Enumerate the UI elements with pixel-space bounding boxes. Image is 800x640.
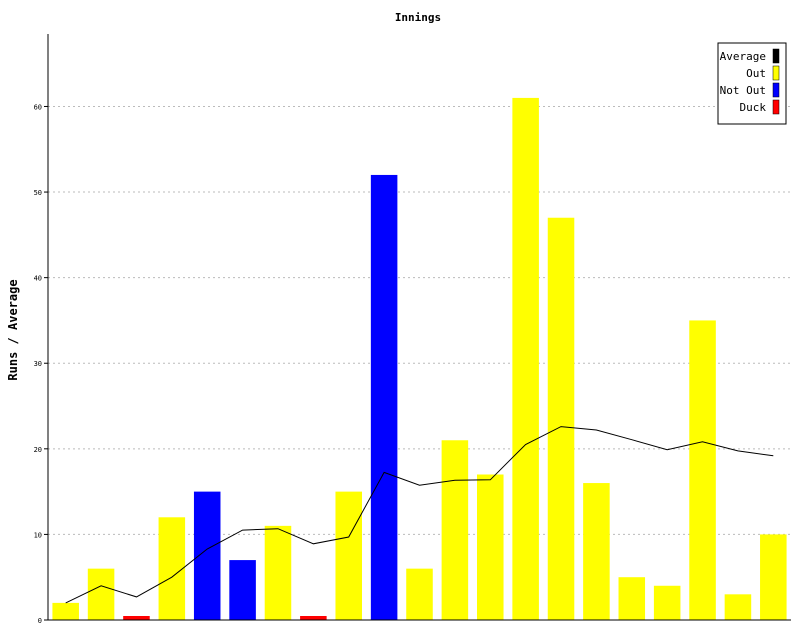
bar-20	[724, 594, 752, 620]
bar-6	[229, 560, 256, 620]
legend-swatch	[772, 65, 780, 81]
legend-swatch	[772, 99, 780, 115]
legend-label: Duck	[740, 101, 767, 114]
y-tick-label: 50	[34, 189, 42, 197]
bar-14	[512, 97, 539, 621]
bar-7	[264, 525, 292, 620]
bar-18	[653, 585, 681, 620]
y-tick-label: 40	[34, 275, 42, 283]
bar-4	[158, 517, 186, 620]
legend-label: Out	[746, 67, 766, 80]
bar-19	[689, 320, 716, 620]
bar-1	[52, 602, 79, 620]
legend-swatch	[772, 48, 780, 64]
bar-11	[406, 568, 433, 620]
legend-label: Not Out	[720, 84, 766, 97]
bar-21	[760, 534, 787, 620]
y-ticks: 0 10 20 30 40 50 60	[34, 103, 48, 625]
y-tick-label: 0	[38, 617, 42, 625]
legend-label: Average	[720, 50, 766, 63]
y-tick-label: 20	[34, 446, 42, 454]
bar-16	[583, 483, 610, 620]
bar-13	[476, 474, 504, 620]
y-axis-label: Runs / Average	[6, 279, 20, 380]
average-line-group	[65, 426, 774, 604]
y-tick-label: 10	[34, 531, 42, 539]
y-tick-label: 30	[34, 360, 42, 368]
average-line	[65, 426, 774, 604]
bar-10	[370, 174, 398, 621]
legend: Average Out Not Out Duck	[717, 42, 787, 125]
bars	[52, 97, 787, 621]
y-tick-label: 60	[34, 103, 42, 111]
legend-swatch	[772, 82, 780, 98]
bar-8	[300, 616, 327, 620]
bar-3	[123, 616, 150, 620]
bar-9	[335, 491, 363, 620]
bar-15	[547, 217, 575, 620]
chart-title: Innings	[395, 11, 441, 24]
axes	[47, 34, 791, 621]
bar-2	[87, 568, 115, 620]
gridlines	[48, 105, 791, 535]
bar-17	[618, 577, 646, 620]
bar-12	[441, 440, 469, 620]
